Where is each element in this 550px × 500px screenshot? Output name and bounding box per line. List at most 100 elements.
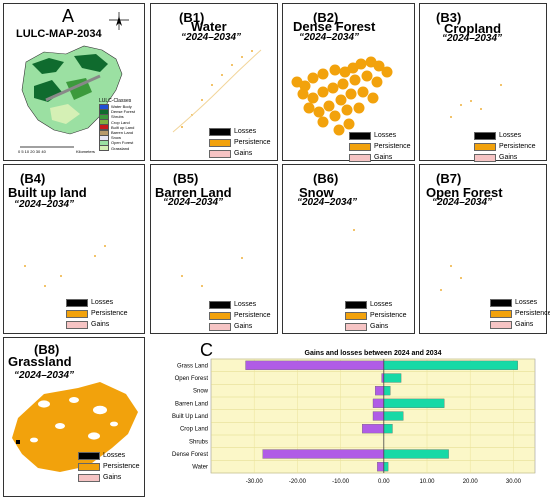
change-legend: Losses Persistence Gains: [78, 450, 140, 483]
persistence-patch: [323, 100, 335, 112]
persistence-patch: [373, 60, 385, 72]
loss-bar: [372, 398, 384, 408]
legend-label: Persistence: [499, 143, 536, 150]
persistence-patch: [329, 110, 341, 122]
change-legend: Losses Persistence Gains: [345, 299, 407, 332]
legend-label: Losses: [499, 132, 522, 139]
panel-a-title: LULC-MAP-2034: [16, 28, 102, 40]
panel-b4: (B4) Built up land “2024–2034” Losses Persis…: [3, 164, 145, 334]
orange-swatch: [474, 142, 496, 151]
panel-b7: (B7) Open Forest “2024–2034” Losses Persiste…: [419, 164, 550, 334]
legend-label: Losses: [374, 132, 397, 139]
persistence-patch: [371, 76, 383, 88]
lulc-legend-label: Barren Land: [111, 130, 134, 136]
x-tick-label: 20.00: [463, 479, 479, 485]
panel-period: “2024–2034”: [14, 199, 75, 210]
change-map: [291, 56, 393, 136]
change-map: [450, 84, 502, 118]
scale-unit: Kilometers: [76, 149, 95, 154]
black-swatch: [66, 298, 88, 307]
legend-gains: Gains: [209, 321, 271, 332]
x-tick-label: 10.00: [419, 479, 435, 485]
lulc-legend-label: Grassland: [111, 145, 130, 151]
panel-code: (B3): [436, 10, 462, 25]
x-tick-label: -10.00: [332, 479, 350, 485]
change-legend: Losses Persistence Gains: [209, 126, 271, 159]
orange-swatch: [349, 142, 371, 151]
change-patch: [353, 229, 355, 231]
category-label: Shrubs: [189, 439, 208, 445]
legend-label: Losses: [370, 301, 393, 308]
category-label: Built Up Land: [172, 414, 208, 420]
panel-code: (B2): [313, 10, 339, 25]
panel-b2: (B2) Dense Forest “2024–2034” Losses Persist…: [282, 3, 415, 163]
legend-label: Losses: [103, 452, 126, 459]
legend-label: Losses: [91, 299, 114, 306]
persistence-patch: [313, 106, 325, 118]
legend-label: Persistence: [515, 310, 550, 317]
change-patch: [241, 56, 243, 58]
legend-persistence: Persistence: [490, 308, 550, 319]
black-swatch: [490, 298, 512, 307]
legend-persistence: Persistence: [349, 141, 411, 152]
persistence-patch: [327, 82, 339, 94]
persistence-patch: [317, 116, 329, 128]
change-patch: [94, 255, 96, 257]
legend-label: Gains: [515, 321, 534, 328]
change-patch: [450, 116, 452, 118]
persistence-patch: [345, 88, 357, 100]
persistence-patch: [329, 64, 341, 76]
persistence-patch: [303, 102, 315, 114]
panel-class-name: Water: [191, 19, 227, 34]
black-swatch: [345, 300, 367, 309]
legend-label: Gains: [374, 154, 393, 161]
legend-losses: Losses: [345, 299, 407, 310]
change-patch: [181, 126, 183, 128]
change-patch: [181, 275, 183, 277]
persistence-patch: [343, 118, 355, 130]
change-patch: [460, 104, 462, 106]
legend-label: Persistence: [374, 143, 411, 150]
x-tick-label: -20.00: [289, 479, 307, 485]
persistence-patch: [307, 92, 319, 104]
legend-persistence: Persistence: [345, 310, 407, 321]
lulc-legend-label: Built up Land: [111, 124, 135, 130]
change-patch: [241, 257, 243, 259]
pink-swatch: [66, 320, 88, 329]
legend-persistence: Persistence: [66, 308, 128, 319]
change-map: [172, 49, 262, 133]
loss-bar: [377, 462, 384, 472]
black-swatch: [209, 127, 231, 136]
category-label: Barren Land: [175, 401, 208, 407]
panel-b8: (B8) Grassland “2024–2034” Losses Persistenc…: [3, 337, 145, 497]
lulc-swatch: [99, 145, 109, 152]
legend-gains: Gains: [349, 152, 411, 163]
change-patch: [211, 84, 213, 86]
change-map: [12, 382, 138, 472]
change-legend: Losses Persistence Gains: [66, 297, 128, 330]
legend-gains: Gains: [474, 152, 536, 163]
change-map: [24, 245, 106, 287]
legend-losses: Losses: [209, 299, 271, 310]
black-swatch: [78, 451, 100, 460]
change-patch: [231, 64, 233, 66]
change-map: [440, 265, 462, 291]
pink-swatch: [349, 153, 371, 162]
change-legend: Losses Persistence Gains: [349, 130, 411, 163]
panel-b5: (B5) Barren Land “2024–2034” Losses Persiste…: [150, 164, 278, 334]
persistence-patch: [307, 72, 319, 84]
legend-persistence: Persistence: [78, 461, 140, 472]
panel-c-letter: C: [200, 340, 213, 360]
orange-swatch: [209, 311, 231, 320]
change-patch: [470, 100, 472, 102]
persistence-patch: [367, 92, 379, 104]
category-label: Snow: [193, 389, 209, 395]
legend-label: Gains: [234, 150, 253, 157]
legend-gains: Gains: [66, 319, 128, 330]
black-swatch: [474, 131, 496, 140]
category-label: Dense Forest: [172, 452, 208, 458]
panel-code: (B5): [173, 171, 199, 186]
loss-bar: [372, 411, 384, 421]
legend-losses: Losses: [209, 126, 271, 137]
gain-bar: [383, 373, 402, 383]
